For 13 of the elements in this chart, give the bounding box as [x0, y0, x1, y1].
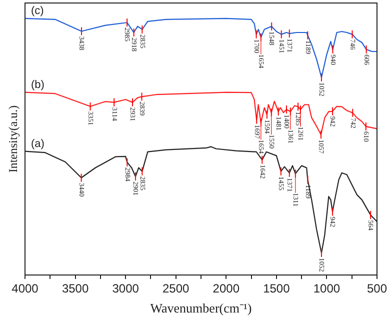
series-label: (a)	[31, 138, 44, 150]
y-axis-title: Intensity(a.u.)	[6, 105, 20, 173]
x-tick-label: 3000	[112, 282, 140, 296]
x-tick-label: 3500	[62, 282, 89, 296]
x-tick-label: 500	[366, 282, 388, 296]
x-axis-title: Wavenumber(cm⁻¹)	[150, 300, 252, 316]
x-tick-label: 2000	[212, 282, 240, 296]
x-tick-label: 1000	[313, 282, 340, 296]
x-tick-label: 4000	[12, 282, 39, 296]
series-label: (c)	[31, 4, 44, 17]
x-tick-label: 1500	[263, 282, 290, 296]
x-tick-label: 2500	[162, 282, 190, 296]
series-label: (b)	[31, 78, 44, 91]
